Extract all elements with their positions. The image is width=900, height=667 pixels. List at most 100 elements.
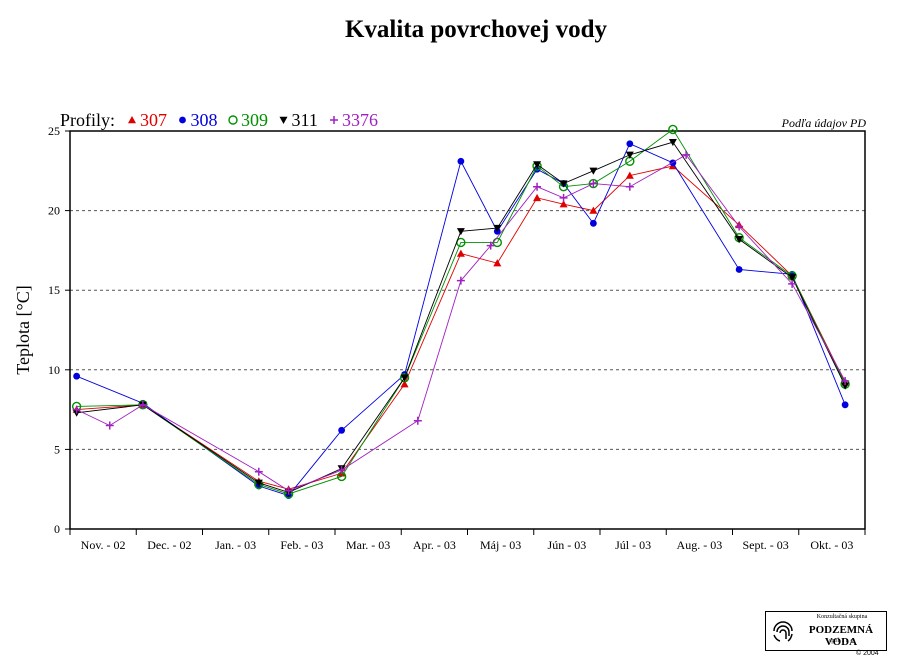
data-point (493, 259, 502, 267)
x-tick-label: Jún - 03 (548, 538, 587, 552)
series-line (76, 165, 846, 490)
x-tick-label: Mar. - 03 (346, 538, 390, 552)
data-point (625, 171, 634, 179)
legend-item-309: 309 (228, 110, 268, 130)
data-point (254, 479, 263, 487)
data-point (279, 116, 288, 124)
data-point (626, 140, 634, 148)
data-point (228, 115, 238, 125)
legend-label: 311 (292, 110, 318, 130)
x-tick-label: Júl - 03 (615, 538, 651, 552)
data-point (682, 150, 691, 159)
series-line (76, 128, 846, 495)
data-point (589, 179, 598, 188)
data-point (841, 382, 850, 390)
data-point (625, 182, 634, 191)
data-point (589, 167, 598, 175)
x-tick-label: Jan. - 03 (215, 538, 256, 552)
data-point (788, 274, 797, 282)
x-tick-label: Dec. - 02 (147, 538, 191, 552)
data-point (128, 116, 136, 124)
data-point (625, 151, 634, 159)
legend-label: 3376 (342, 110, 378, 130)
data-point (559, 200, 568, 208)
data-point (456, 276, 465, 285)
logo-line1: Konzultačná skupina (816, 614, 868, 620)
data-point (493, 224, 502, 233)
logo-copyright: © 2004 (856, 650, 879, 657)
legend-title: Profily: (60, 110, 115, 130)
x-tick-label: Okt. - 03 (810, 538, 853, 552)
data-point (668, 124, 678, 135)
data-point (589, 206, 598, 214)
series-group (71, 124, 850, 499)
x-axis: Nov. - 02 Dec. - 02 Jan. - 03 Feb. - 03 Mar.… (69, 529, 866, 552)
data-point (841, 401, 849, 409)
data-point (456, 228, 465, 236)
grid (70, 210, 865, 450)
data-point (338, 426, 346, 434)
data-point (337, 466, 346, 475)
data-point (400, 374, 409, 382)
data-point (138, 400, 147, 409)
x-tick-label: Nov. - 02 (81, 538, 126, 552)
series-3376 (72, 150, 850, 495)
company-logo: Konzultačná skupina PODZEMNÁ VODA spol. … (765, 611, 887, 651)
x-tick-label: Máj - 03 (480, 538, 521, 552)
data-point (841, 376, 850, 385)
data-point (456, 249, 465, 257)
data-point (735, 266, 743, 273)
y-tick-label: 10 (48, 363, 60, 377)
data-point (330, 116, 338, 124)
series-line (76, 141, 846, 493)
series-308 (73, 140, 849, 499)
data-point (559, 180, 568, 188)
x-tick-label: Aug. - 03 (677, 538, 723, 552)
y-tick-label: 25 (48, 124, 60, 138)
data-point (105, 421, 114, 430)
data-point (735, 236, 744, 244)
logo-line2: PODZEMNÁ VODA (808, 624, 874, 648)
plot-frame (69, 130, 866, 530)
legend-label: 307 (140, 110, 167, 130)
data-point (179, 116, 186, 124)
legend-label: 309 (241, 110, 268, 130)
legend-item-311: 311 (279, 110, 318, 130)
chart-title: Kvalita povrchovej vody (345, 16, 608, 43)
x-tick-label: Sept. - 03 (742, 538, 788, 552)
y-tick-label: 0 (54, 522, 60, 536)
data-point (72, 405, 81, 414)
source-note: Podľa údajov PD (781, 116, 867, 130)
legend-item-308: 308 (179, 110, 218, 130)
legend-item-3376: 3376 (330, 110, 378, 130)
data-point (735, 222, 744, 231)
data-point (486, 241, 495, 250)
series-309 (71, 124, 850, 499)
data-point (254, 467, 263, 476)
series-line (76, 154, 846, 492)
data-point (533, 161, 542, 169)
data-point (457, 157, 465, 165)
data-point (668, 138, 677, 147)
series-line (76, 143, 846, 497)
data-point (589, 219, 597, 227)
legend: Profily: 307 308 309 311 3376 (60, 110, 378, 130)
x-tick-label: Apr. - 03 (413, 538, 456, 552)
legend-item-307: 307 (128, 110, 167, 130)
y-tick-label: 5 (54, 442, 60, 456)
y-axis-label: Teplota [°C] (13, 285, 33, 374)
logo-line3: spol. s r. o. (828, 638, 855, 644)
data-point (788, 279, 797, 288)
legend-label: 308 (191, 110, 218, 130)
data-point (533, 182, 542, 191)
data-point (533, 193, 542, 202)
x-tick-label: Feb. - 03 (280, 538, 323, 552)
series-311 (72, 138, 850, 497)
y-tick-label: 15 (48, 283, 60, 297)
data-point (559, 193, 568, 202)
data-point (400, 380, 409, 388)
y-tick-label: 20 (48, 204, 60, 218)
y-axis: 0 5 10 15 20 25 (48, 124, 70, 536)
logo-fingerprint-icon (773, 621, 793, 642)
